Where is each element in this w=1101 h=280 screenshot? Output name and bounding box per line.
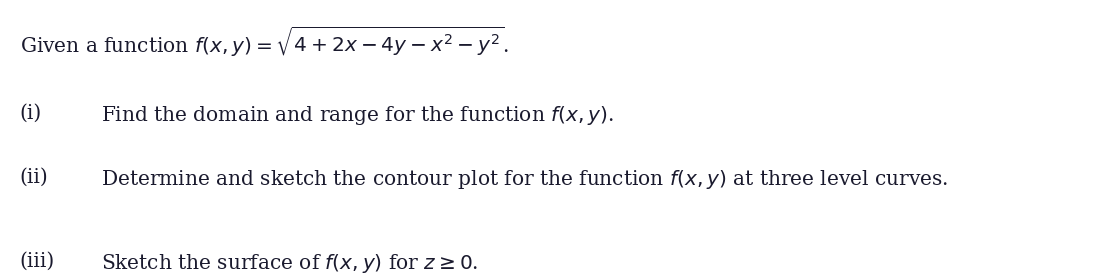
Text: Find the domain and range for the function $f(x, y)$.: Find the domain and range for the functi… [101,104,614,127]
Text: Determine and sketch the contour plot for the function $f(x, y)$ at three level : Determine and sketch the contour plot fo… [101,168,949,191]
Text: Given a function $f(x, y) = \sqrt{4 + 2x - 4y - x^2 - y^2}$.: Given a function $f(x, y) = \sqrt{4 + 2x… [20,25,509,59]
Text: (ii): (ii) [20,168,48,187]
Text: (i): (i) [20,104,42,123]
Text: Sketch the surface of $f(x, y)$ for $z \geq 0$.: Sketch the surface of $f(x, y)$ for $z \… [101,252,479,275]
Text: (iii): (iii) [20,252,55,271]
